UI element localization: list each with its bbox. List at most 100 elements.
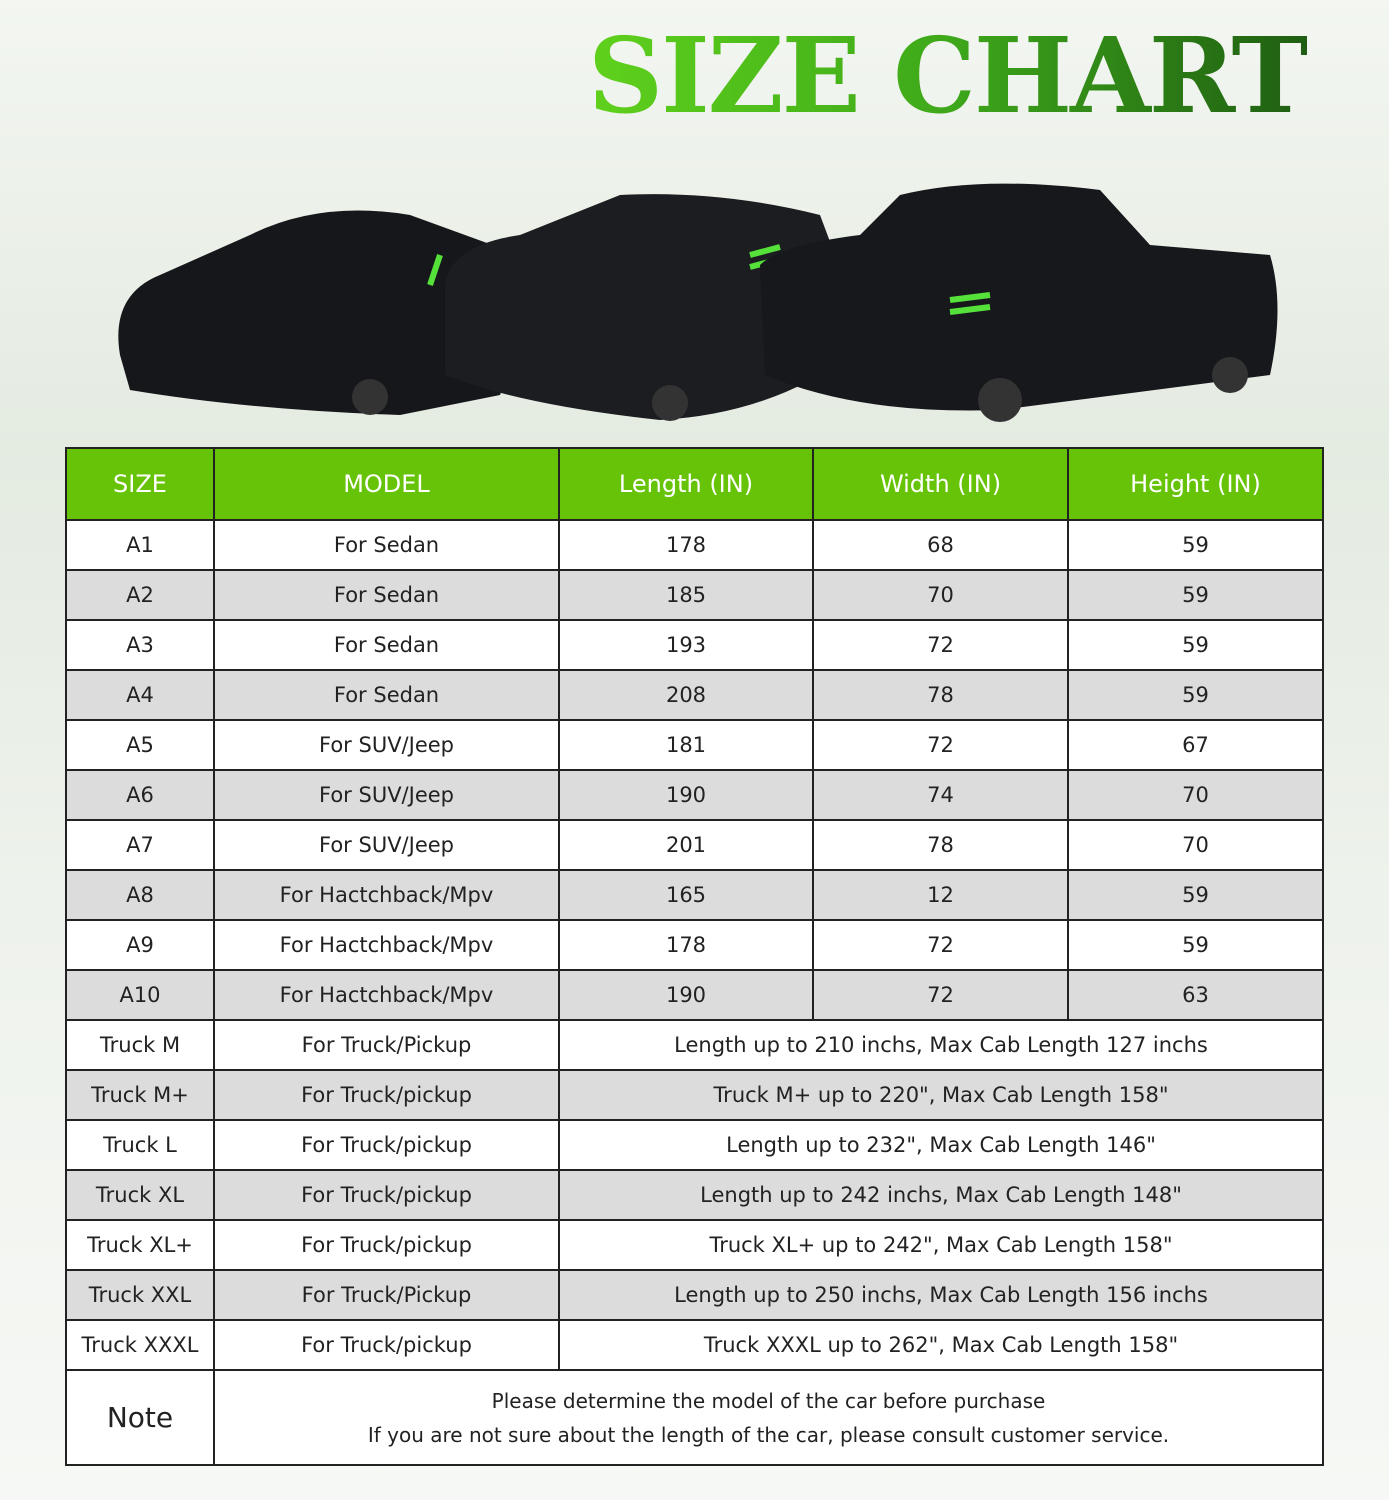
cell-width: 12 — [812, 869, 1069, 921]
cell-model: For Truck/Pickup — [213, 1269, 560, 1321]
truck-cover — [760, 183, 1278, 422]
cell-length: 178 — [558, 919, 814, 971]
cell-length: 181 — [558, 719, 814, 771]
cell-height: 59 — [1067, 519, 1324, 571]
cell-height: 70 — [1067, 769, 1324, 821]
cell-size: A3 — [65, 619, 215, 671]
column-header-width: Width (IN) — [812, 447, 1069, 521]
cell-size: A9 — [65, 919, 215, 971]
cell-size: A8 — [65, 869, 215, 921]
cell-model: For Sedan — [213, 519, 560, 571]
cell-width: 72 — [812, 619, 1069, 671]
table-row: A4 For Sedan 208 78 59 — [65, 669, 1324, 721]
cell-model: For Truck/pickup — [213, 1169, 560, 1221]
table-row: Truck M For Truck/Pickup Length up to 210 … — [65, 1019, 1324, 1071]
cell-height: 59 — [1067, 569, 1324, 621]
table-row: Truck XL+ For Truck/pickup Truck XL+ up to… — [65, 1219, 1324, 1271]
cell-model: For SUV/Jeep — [213, 719, 560, 771]
cell-size: Truck L — [65, 1119, 215, 1171]
cell-size: A1 — [65, 519, 215, 571]
cell-width: 74 — [812, 769, 1069, 821]
note-label: Note — [65, 1369, 215, 1466]
table-row: A7 For SUV/Jeep 201 78 70 — [65, 819, 1324, 871]
cell-size: Truck XXXL — [65, 1319, 215, 1371]
table-row: A3 For Sedan 193 72 59 — [65, 619, 1324, 671]
cell-model: For Hactchback/Mpv — [213, 969, 560, 1021]
cell-width: 78 — [812, 669, 1069, 721]
column-header-length: Length (IN) — [558, 447, 814, 521]
cell-size: A4 — [65, 669, 215, 721]
cell-length: 185 — [558, 569, 814, 621]
table-row: A2 For Sedan 185 70 59 — [65, 569, 1324, 621]
sedan-cover — [118, 210, 523, 415]
column-header-model: MODEL — [213, 447, 560, 521]
table-row: A6 For SUV/Jeep 190 74 70 — [65, 769, 1324, 821]
cell-width: 70 — [812, 569, 1069, 621]
cell-model: For Sedan — [213, 619, 560, 671]
cell-length: 165 — [558, 869, 814, 921]
column-header-size: SIZE — [65, 447, 215, 521]
table-row: A8 For Hactchback/Mpv 165 12 59 — [65, 869, 1324, 921]
cell-size: Truck XXL — [65, 1269, 215, 1321]
cell-model: For Truck/pickup — [213, 1219, 560, 1271]
note-line: Please determine the model of the car be… — [491, 1388, 1046, 1413]
table-row: Truck L For Truck/pickup Length up to 232"… — [65, 1119, 1324, 1171]
column-header-height: Height (IN) — [1067, 447, 1324, 521]
cell-length: 178 — [558, 519, 814, 571]
cell-size: A5 — [65, 719, 215, 771]
cell-model: For Hactchback/Mpv — [213, 919, 560, 971]
table-row: A9 For Hactchback/Mpv 178 72 59 — [65, 919, 1324, 971]
cell-height: 59 — [1067, 669, 1324, 721]
cell-size: A6 — [65, 769, 215, 821]
cell-spec: Length up to 210 inchs, Max Cab Length 1… — [558, 1019, 1324, 1071]
cell-spec: Truck XXXL up to 262", Max Cab Length 15… — [558, 1319, 1324, 1371]
cell-model: For Truck/pickup — [213, 1069, 560, 1121]
cell-height: 59 — [1067, 869, 1324, 921]
note-row: Note Please determine the model of the ca… — [65, 1369, 1324, 1466]
cell-model: For Sedan — [213, 669, 560, 721]
table-row: Truck M+ For Truck/pickup Truck M+ up to 2… — [65, 1069, 1324, 1121]
note-line: If you are not sure about the length of … — [367, 1422, 1170, 1447]
cell-height: 59 — [1067, 919, 1324, 971]
cell-length: 208 — [558, 669, 814, 721]
table-row: Truck XXL For Truck/Pickup Length up to 25… — [65, 1269, 1324, 1321]
note-text: Please determine the model of the car be… — [213, 1369, 1324, 1466]
cell-width: 68 — [812, 519, 1069, 571]
cell-width: 72 — [812, 719, 1069, 771]
covered-cars-image — [118, 183, 1278, 422]
cell-length: 190 — [558, 769, 814, 821]
cell-model: For Sedan — [213, 569, 560, 621]
cell-spec: Length up to 242 inchs, Max Cab Length 1… — [558, 1169, 1324, 1221]
cell-model: For Truck/pickup — [213, 1319, 560, 1371]
cell-spec: Length up to 250 inchs, Max Cab Length 1… — [558, 1269, 1324, 1321]
cell-size: Truck M+ — [65, 1069, 215, 1121]
suv-cover — [445, 194, 835, 421]
cell-width: 72 — [812, 919, 1069, 971]
cell-size: A10 — [65, 969, 215, 1021]
cell-size: Truck XL — [65, 1169, 215, 1221]
table-row: A10 For Hactchback/Mpv 190 72 63 — [65, 969, 1324, 1021]
table-row: Truck XL For Truck/pickup Length up to 242… — [65, 1169, 1324, 1221]
cell-model: For Truck/Pickup — [213, 1019, 560, 1071]
table-row: Truck XXXL For Truck/pickup Truck XXXL up … — [65, 1319, 1324, 1371]
cell-spec: Length up to 232", Max Cab Length 146" — [558, 1119, 1324, 1171]
cell-height: 63 — [1067, 969, 1324, 1021]
cell-size: Truck M — [65, 1019, 215, 1071]
cell-size: A7 — [65, 819, 215, 871]
table-row: A1 For Sedan 178 68 59 — [65, 519, 1324, 571]
cell-spec: Truck XL+ up to 242", Max Cab Length 158… — [558, 1219, 1324, 1271]
cell-width: 78 — [812, 819, 1069, 871]
size-chart-table: SIZE MODEL Length (IN) Width (IN) Height (IN… — [65, 447, 1324, 1466]
cell-spec: Truck M+ up to 220", Max Cab Length 158" — [558, 1069, 1324, 1121]
cell-length: 190 — [558, 969, 814, 1021]
cell-size: Truck XL+ — [65, 1219, 215, 1271]
cell-width: 72 — [812, 969, 1069, 1021]
cell-height: 59 — [1067, 619, 1324, 671]
table-row: A5 For SUV/Jeep 181 72 67 — [65, 719, 1324, 771]
cell-height: 67 — [1067, 719, 1324, 771]
table-header-row: SIZE MODEL Length (IN) Width (IN) Height (IN… — [65, 447, 1324, 521]
cell-model: For Hactchback/Mpv — [213, 869, 560, 921]
cell-height: 70 — [1067, 819, 1324, 871]
cell-size: A2 — [65, 569, 215, 621]
size-chart-title: SIZE CHART — [588, 14, 1309, 137]
